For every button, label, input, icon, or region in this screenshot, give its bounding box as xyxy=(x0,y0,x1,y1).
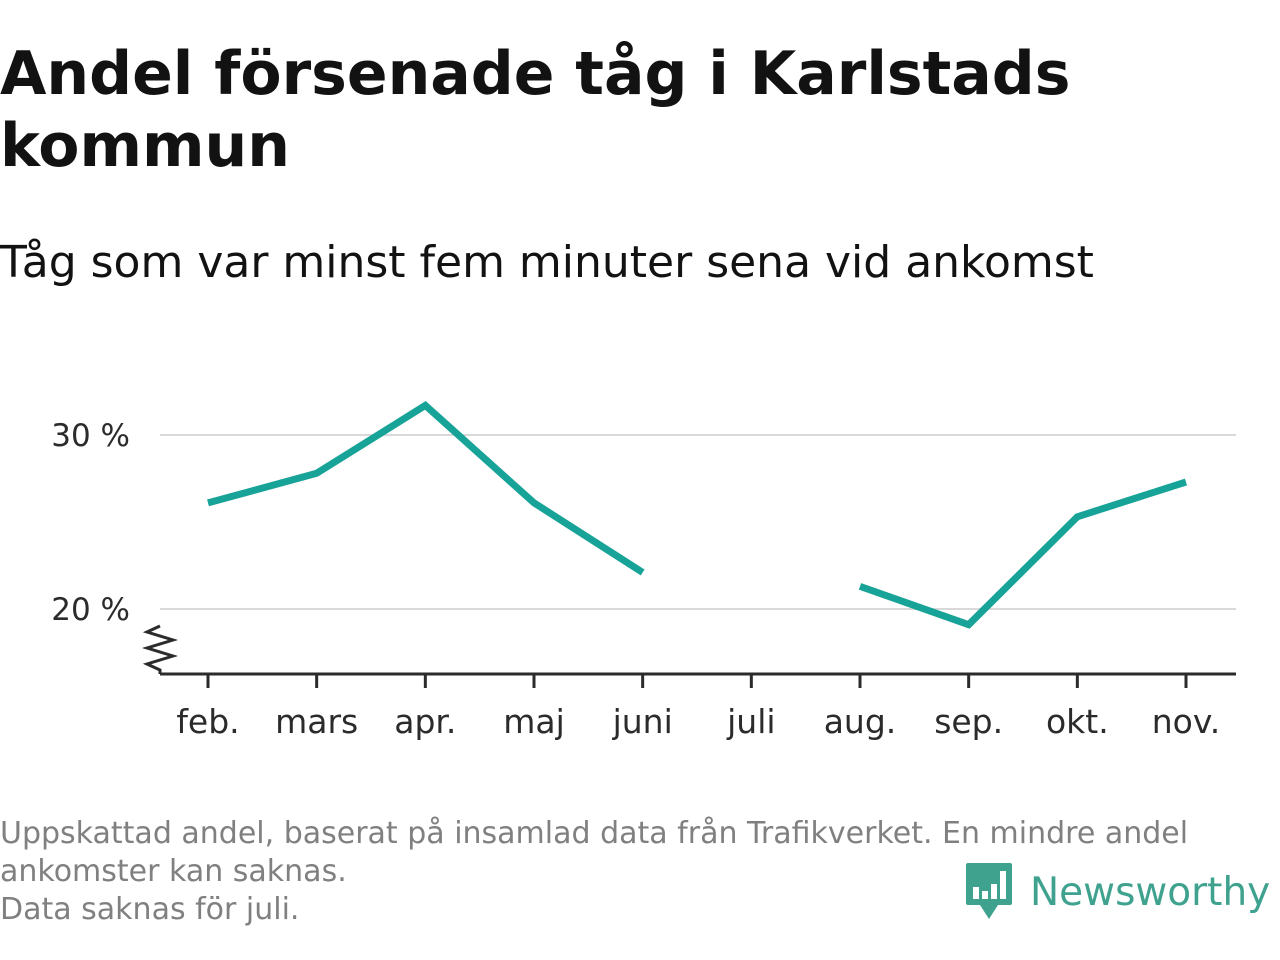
x-tick-label-2: apr. xyxy=(394,702,456,741)
x-tick-label-0: feb. xyxy=(176,702,239,741)
series-line-segment-1 xyxy=(858,478,1188,629)
x-tick-label-3: maj xyxy=(503,702,565,741)
chart-subtitle: Tåg som var minst fem minuter sena vid a… xyxy=(0,237,1094,288)
x-tick-label-1: mars xyxy=(275,702,358,741)
footnote-missing-data: Data saknas för juli. xyxy=(0,892,300,927)
series-line xyxy=(207,401,1188,629)
x-tick-label-5: juli xyxy=(726,702,775,741)
brand-logo: Newsworthy xyxy=(964,860,1270,924)
gridlines xyxy=(160,434,1236,610)
series-line-segment-0 xyxy=(207,401,645,576)
line-chart: 20 % 30 % feb. mars apr. maj juni juli aug. sep.… xyxy=(51,401,1236,741)
brand-name: Newsworthy xyxy=(1030,869,1271,915)
y-tick-label-30: 30 % xyxy=(51,418,130,454)
x-tick-label-7: sep. xyxy=(934,702,1003,741)
x-tick-labels: feb. mars apr. maj juni juli aug. sep. okt. nov. xyxy=(176,702,1220,741)
y-axis-break-icon xyxy=(141,624,179,674)
x-axis xyxy=(141,624,1236,688)
y-tick-label-20: 20 % xyxy=(51,592,130,628)
y-axis: 20 % 30 % xyxy=(51,418,130,628)
x-tick-label-4: juni xyxy=(612,702,673,741)
x-tick-label-8: okt. xyxy=(1046,702,1109,741)
x-tick-label-6: aug. xyxy=(824,702,897,741)
chart-title: Andel försenade tåg i Karlstads kommun xyxy=(0,39,1071,181)
bar-chart-speech-bubble-icon xyxy=(966,863,1012,919)
footnote-source: Uppskattad andel, baserat på insamlad da… xyxy=(0,816,1189,889)
x-tick-label-9: nov. xyxy=(1152,702,1221,741)
footnotes: Uppskattad andel, baserat på insamlad da… xyxy=(0,815,1270,929)
